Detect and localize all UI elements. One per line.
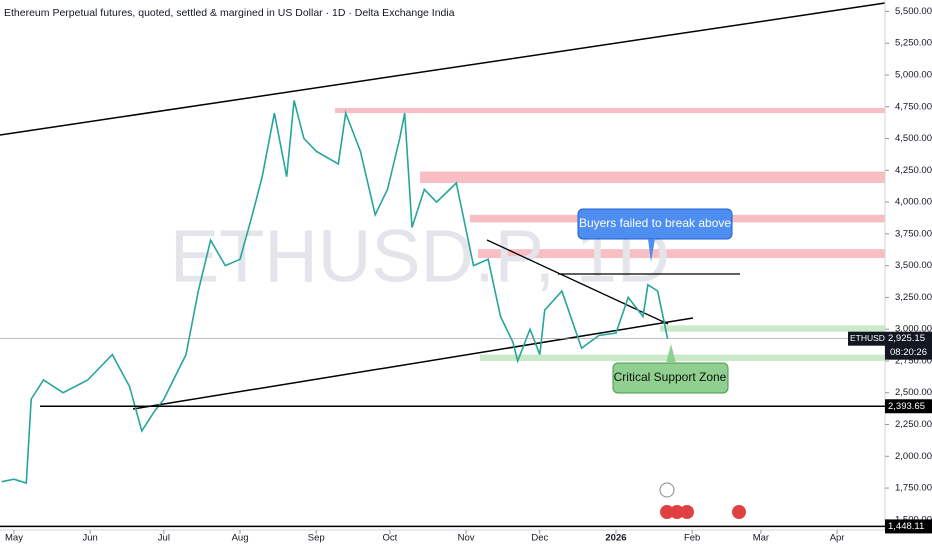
y-tick-label: 5,250.00	[895, 38, 932, 49]
zone	[420, 171, 885, 184]
y-tick-label: 3,000.00	[895, 324, 932, 335]
zone	[660, 325, 885, 332]
y-tick-label: 2,750.00	[895, 355, 932, 366]
y-tick-label: 3,500.00	[895, 260, 932, 271]
price-label: 2,925.15	[888, 333, 925, 344]
y-tick-label: 3,750.00	[895, 228, 932, 239]
y-tick-label: 1,750.00	[895, 483, 932, 494]
x-tick-label: Jul	[158, 533, 170, 544]
zone	[335, 108, 885, 114]
x-tick-label: May	[5, 533, 23, 544]
y-tick-label: 4,500.00	[895, 133, 932, 144]
x-tick-label: Jun	[83, 533, 98, 544]
level-tag	[885, 519, 932, 534]
level-tag	[885, 399, 932, 414]
x-tick-label: Sep	[308, 533, 325, 544]
x-tick-label: Aug	[232, 533, 249, 544]
annotation: Buyers failed to break above	[579, 216, 731, 230]
x-tick-label: Nov	[458, 533, 475, 544]
x-tick-label: Dec	[531, 533, 548, 544]
y-tick-label: 5,500.00	[895, 6, 932, 17]
x-tick-label: Feb	[684, 533, 700, 544]
y-tick-label: 3,250.00	[895, 292, 932, 303]
x-tick-label: Apr	[830, 533, 845, 544]
symbol-tag	[848, 331, 885, 346]
level-label: 2,393.65	[888, 401, 925, 412]
channel-top	[0, 2, 886, 136]
x-tick-label: Mar	[753, 533, 769, 544]
x-tick-label: 2026	[605, 533, 626, 544]
callout-pointer	[648, 239, 655, 262]
zone	[478, 249, 885, 259]
price-line	[1, 100, 669, 485]
x-tick-label: Oct	[383, 533, 398, 544]
level-label: 1,448.11	[888, 521, 924, 532]
symbol-label: ETHUSD.P	[850, 333, 893, 343]
y-tick-label: 5,000.00	[895, 70, 932, 81]
y-tick-label: 2,500.00	[895, 387, 932, 398]
y-tick-label: 2,250.00	[895, 419, 932, 430]
y-tick-label: 4,250.00	[895, 165, 932, 176]
y-tick-label: 4,000.00	[895, 197, 932, 208]
annotation: Critical Support Zone	[614, 370, 727, 384]
event-icons	[659, 482, 746, 519]
countdown-label: 08:20:26	[890, 347, 927, 358]
callout-pointer	[666, 344, 676, 363]
y-tick-label: 4,750.00	[895, 101, 932, 112]
channel-bottom	[132, 317, 694, 410]
chart-title: Ethereum Perpetual futures, quoted, sett…	[4, 7, 455, 19]
y-tick-label: 2,000.00	[895, 451, 932, 462]
zone	[480, 354, 885, 361]
price-tag	[885, 331, 932, 360]
